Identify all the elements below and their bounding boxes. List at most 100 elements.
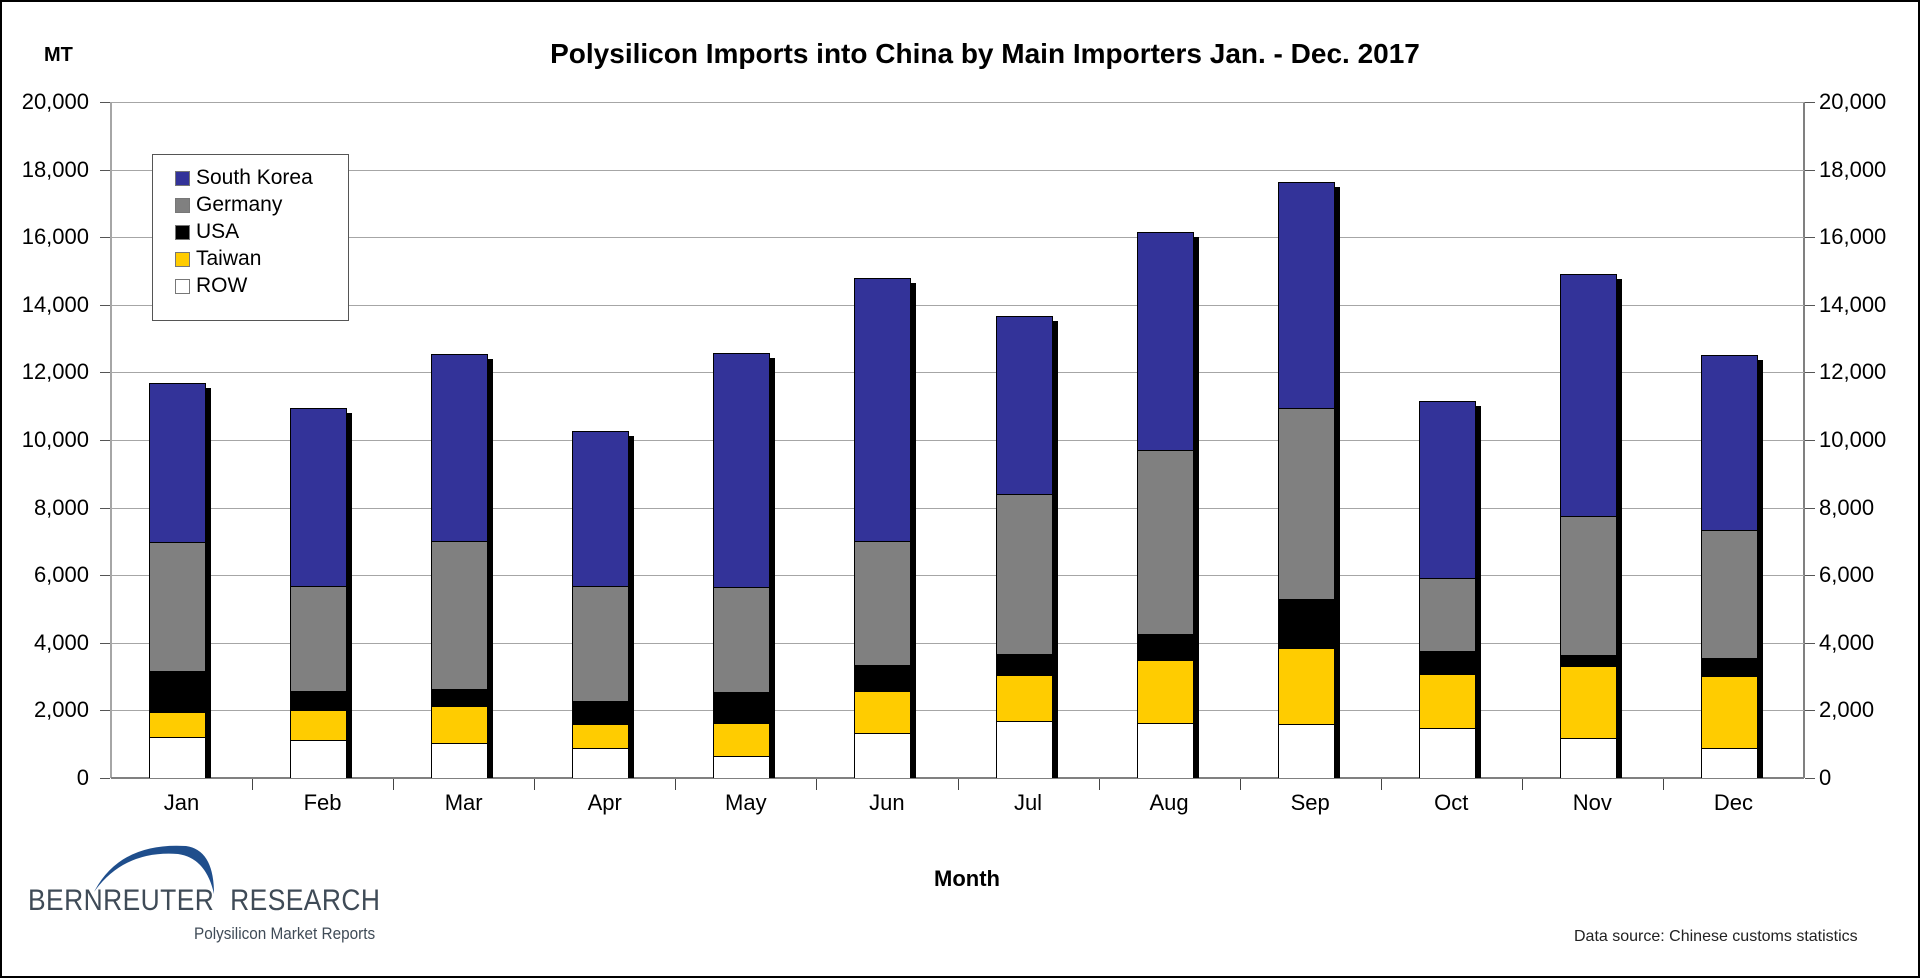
y-tick	[100, 169, 110, 171]
bar-segment-germany	[572, 585, 630, 701]
left-y-tick-label: 6,000	[33, 562, 89, 588]
bar-segment-usa	[854, 665, 912, 691]
bar-segment-taiwan	[1559, 666, 1617, 739]
stacked-bar-jun	[854, 277, 917, 778]
bar-segment-taiwan	[1136, 660, 1194, 724]
bar-segment-row	[1559, 738, 1617, 778]
x-tick-label: Dec	[1713, 790, 1753, 815]
legend-label: Taiwan	[196, 247, 262, 270]
bar-segment-germany	[149, 542, 207, 671]
legend-item-taiwan: Taiwan	[175, 246, 261, 272]
bar-shadow	[1052, 320, 1058, 778]
right-y-tick-label: 12,000	[1819, 359, 1887, 385]
legend-item-south-korea: South Korea	[175, 165, 313, 191]
y-tick	[100, 778, 110, 779]
y-tick	[1805, 440, 1815, 441]
bar-shadow	[1475, 406, 1481, 778]
x-tick-label: May	[725, 790, 767, 815]
stacked-bar-jan	[149, 382, 212, 778]
left-y-tick-label: 2,000	[33, 697, 89, 723]
bar-segment-taiwan	[149, 712, 207, 738]
right-y-axis	[1803, 102, 1805, 778]
gridline	[111, 440, 1804, 441]
bar-segment-germany	[995, 493, 1053, 654]
bar-segment-germany	[290, 585, 348, 692]
bar-segment-germany	[1277, 407, 1335, 599]
x-tick	[1380, 779, 1382, 790]
bar-segment-usa	[572, 700, 630, 724]
gridline	[111, 304, 1804, 306]
bar-segment-row	[149, 737, 207, 778]
right-y-tick-label: 6,000	[1819, 562, 1875, 588]
bar-segment-usa	[290, 691, 348, 711]
left-y-tick-label: 16,000	[21, 224, 89, 250]
bar-segment-taiwan	[1418, 673, 1476, 729]
x-tick	[1662, 779, 1664, 790]
bar-segment-taiwan	[1700, 675, 1758, 748]
bar-segment-germany	[1559, 516, 1617, 656]
y-tick	[1805, 507, 1815, 509]
bar-shadow	[1616, 279, 1622, 778]
bar-segment-row	[572, 747, 630, 778]
x-tick	[1239, 779, 1241, 790]
bar-segment-usa	[431, 689, 489, 707]
right-y-tick-label: 10,000	[1819, 427, 1887, 452]
stacked-bar-feb	[290, 407, 353, 778]
bar-segment-germany	[431, 540, 489, 690]
y-tick	[100, 304, 110, 306]
bar-segment-south-korea	[1700, 354, 1758, 531]
bar-segment-south-korea	[995, 315, 1053, 494]
chart-legend: South Korea Germany USA Taiwan ROW	[152, 154, 349, 321]
stacked-bar-apr	[572, 430, 635, 778]
x-tick	[957, 779, 959, 790]
gridline	[111, 102, 1804, 103]
x-tick-label: Feb	[303, 790, 342, 815]
right-y-tick-label: 0	[1819, 765, 1832, 790]
y-tick	[100, 710, 110, 712]
legend-swatch-icon	[175, 197, 190, 213]
bar-segment-south-korea	[1418, 401, 1476, 578]
bar-segment-usa	[1559, 655, 1617, 667]
bar-shadow	[629, 435, 635, 778]
bar-segment-row	[713, 756, 771, 778]
bar-segment-south-korea	[290, 407, 348, 586]
bar-segment-taiwan	[290, 710, 348, 741]
bar-segment-south-korea	[431, 354, 489, 541]
x-tick-label: Jul	[1013, 790, 1043, 815]
x-tick	[816, 779, 818, 790]
legend-label: USA	[196, 220, 240, 243]
x-tick-label: Jan	[163, 790, 200, 815]
bar-segment-south-korea	[149, 382, 207, 543]
stacked-bar-dec	[1700, 354, 1763, 778]
bar-shadow	[488, 359, 494, 778]
chart-title: Polysilicon Imports into China by Main I…	[550, 38, 1420, 69]
bar-segment-row	[1700, 747, 1758, 778]
bar-segment-south-korea	[572, 430, 630, 586]
right-y-tick-label: 20,000	[1819, 89, 1887, 114]
bar-shadow	[1757, 359, 1763, 778]
left-y-tick-label: 8,000	[33, 494, 89, 520]
left-y-tick-label: 20,000	[21, 89, 89, 114]
bar-shadow	[1193, 237, 1199, 778]
right-y-tick-label: 16,000	[1819, 224, 1887, 250]
left-y-tick-label: 10,000	[21, 427, 89, 452]
y-tick	[1805, 304, 1815, 306]
gridline	[111, 710, 1804, 712]
legend-swatch-icon	[175, 278, 190, 294]
bar-segment-taiwan	[713, 722, 771, 757]
stacked-bar-aug	[1136, 232, 1199, 778]
y-axis-unit-label: MT	[44, 44, 73, 66]
y-tick	[100, 440, 110, 441]
logo-subtitle: Polysilicon Market Reports	[194, 924, 376, 943]
x-axis-title: Month	[934, 866, 1000, 891]
x-tick-label: Aug	[1149, 790, 1189, 815]
bar-segment-germany	[1700, 530, 1758, 659]
stacked-bar-nov	[1559, 274, 1622, 778]
bar-segment-row	[995, 721, 1053, 778]
right-y-tick-label: 14,000	[1819, 291, 1887, 317]
bar-segment-taiwan	[572, 723, 630, 748]
stacked-bar-sep	[1277, 181, 1340, 778]
plot-area: 0 0 2,000 2,000 4,000 4,000 6,000 6,000 8,000 8,0…	[22, 89, 1887, 815]
legend-swatch-icon	[175, 251, 190, 267]
logo-text-left: BERNREUTER	[28, 884, 215, 917]
